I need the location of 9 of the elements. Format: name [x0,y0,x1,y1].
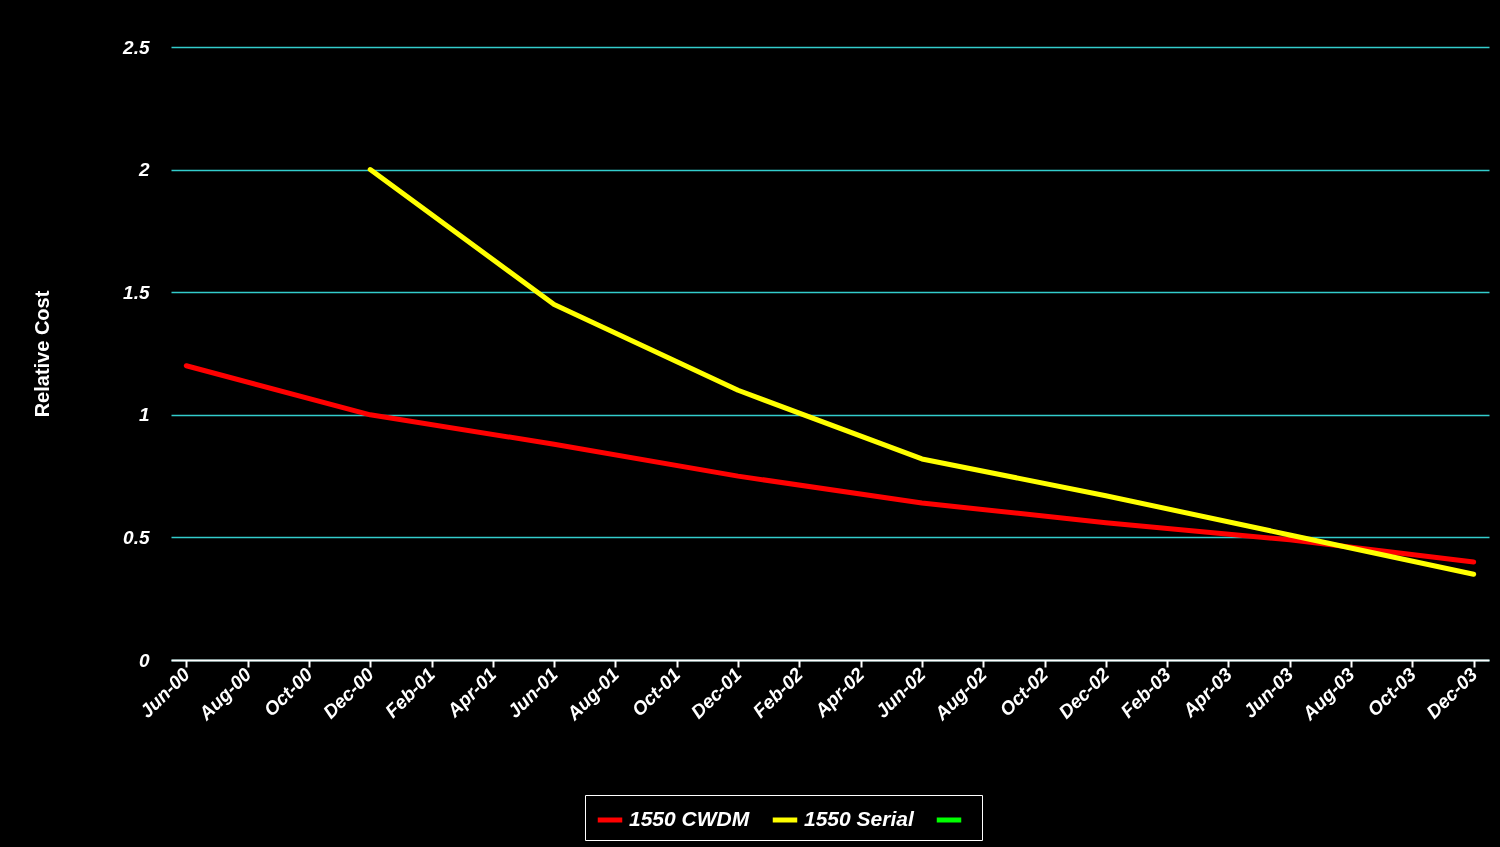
y-axis-title: Relative Cost [31,290,54,418]
y-tick-label: 2.5 [122,36,150,58]
y-tick-label: 0 [138,649,150,671]
y-tick-label: 0.5 [123,526,150,548]
y-tick-label: 2 [137,159,150,181]
y-tick-label: 1.5 [123,281,150,303]
y-tick-label: 1 [138,404,150,426]
legend-label: 1550 CWDM [629,807,750,830]
legend-label: 1550 Serial [804,807,915,830]
